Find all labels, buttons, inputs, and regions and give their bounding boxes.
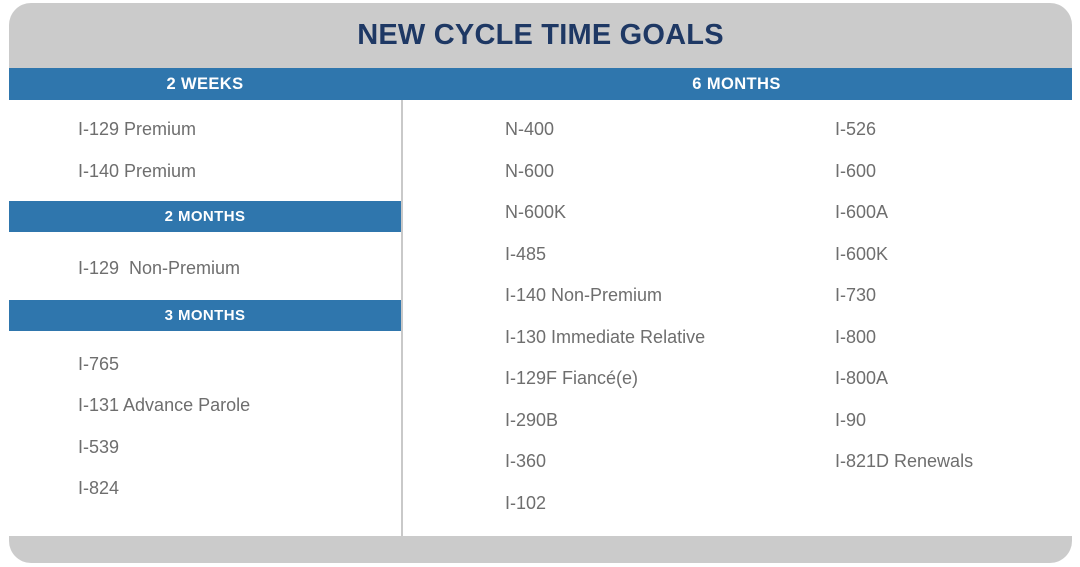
content-area: I-129 Premium I-140 Premium 2 MONTHS I-1… [9, 100, 1072, 536]
form-item: I-800A [835, 368, 889, 389]
form-item: N-400 [505, 119, 555, 140]
form-item: I-129F Fiancé(e) [505, 368, 639, 389]
form-item: I-800 [835, 326, 877, 347]
form-item: I-600 [835, 160, 877, 181]
form-item: N-600 [505, 160, 555, 181]
form-item: I-102 [505, 492, 547, 513]
form-item: I-600K [835, 243, 889, 264]
column-6-months-2: I-526 I-600 I-600A I-600K I-730 I-800 I-… [835, 100, 1072, 536]
form-item: I-290B [505, 409, 559, 430]
form-item: I-600A [835, 202, 889, 223]
form-item: I-539 [78, 436, 120, 457]
form-item: I-821D Renewals [835, 451, 974, 472]
section-header-6-months: 6 MONTHS [692, 74, 781, 93]
form-item: I-730 [835, 285, 877, 306]
column-2-weeks: I-129 Premium I-140 Premium 2 MONTHS I-1… [9, 100, 401, 536]
form-item: I-140 Non-Premium [505, 285, 663, 306]
form-item: I-131 Advance Parole [78, 395, 251, 416]
form-item: I-140 Premium [78, 160, 197, 181]
section-header-bar: 2 WEEKS 6 MONTHS [9, 68, 1072, 100]
page-title: NEW CYCLE TIME GOALS [357, 19, 724, 51]
form-item: I-90 [835, 409, 867, 430]
cycle-time-goals-card: NEW CYCLE TIME GOALS 2 WEEKS 6 MONTHS I-… [9, 3, 1072, 563]
form-item: I-526 [835, 119, 877, 140]
form-item: N-600K [505, 202, 567, 223]
form-item: I-130 Immediate Relative [505, 326, 706, 347]
section-header-2-weeks: 2 WEEKS [166, 74, 244, 93]
vertical-divider [401, 100, 403, 536]
column-6-months-1: N-400 N-600 N-600K I-485 I-140 Non-Premi… [403, 100, 835, 536]
form-item: I-765 [78, 353, 120, 374]
form-item: I-485 [505, 243, 547, 264]
form-item: I-824 [78, 478, 120, 499]
section-header-3-months: 3 MONTHS [9, 299, 401, 331]
card-footer [9, 536, 1072, 563]
card-header: NEW CYCLE TIME GOALS [9, 3, 1072, 68]
section-header-2-months: 2 MONTHS [9, 201, 401, 232]
form-item: I-129 Non-Premium [78, 258, 241, 279]
form-item: I-360 [505, 451, 547, 472]
form-item: I-129 Premium [78, 119, 197, 140]
